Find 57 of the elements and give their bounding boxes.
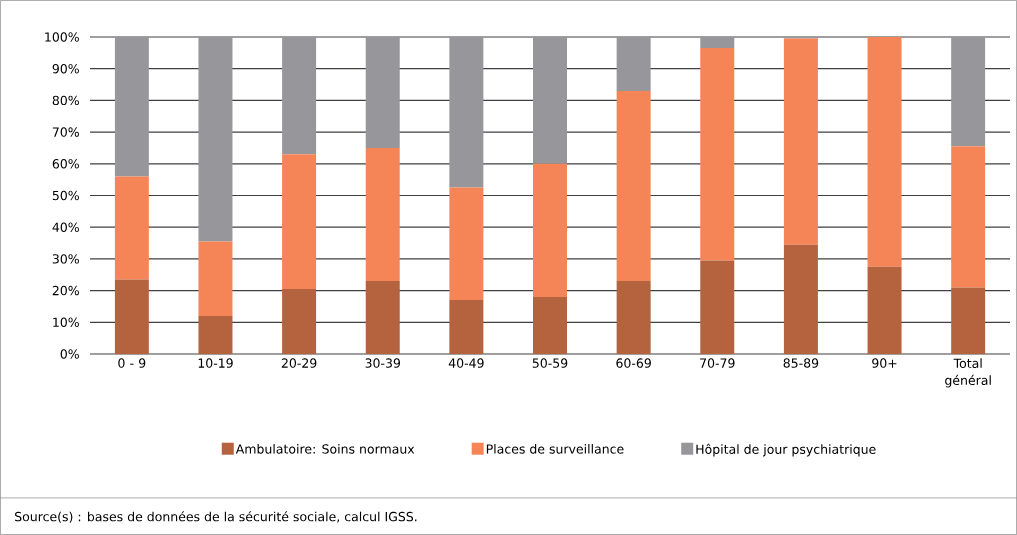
x-tick-label: 20-29 <box>281 358 317 368</box>
bar <box>365 281 400 354</box>
x-tick-label: 70-79 <box>700 358 735 368</box>
bar <box>282 289 317 354</box>
bar <box>700 36 735 49</box>
bar <box>198 241 233 316</box>
y-tick-label: 40% <box>52 222 79 232</box>
x-tick-label: 90+ <box>872 358 897 368</box>
bar <box>783 38 818 245</box>
bar <box>114 176 149 280</box>
bar <box>282 36 317 155</box>
bar <box>951 287 986 354</box>
bar <box>616 281 651 354</box>
x-tick-label: 10-19 <box>198 358 233 368</box>
bar <box>533 36 568 164</box>
y-tick-label: 10% <box>53 317 79 328</box>
bar <box>449 36 484 188</box>
x-tick-label: 60-69 <box>616 358 651 368</box>
y-tick-label: 80% <box>52 95 79 106</box>
bar <box>616 36 651 91</box>
x-tick-label: 30-39 <box>365 358 401 368</box>
bar <box>449 187 484 301</box>
y-tick-label: 60% <box>52 159 79 169</box>
y-tick-label: 100% <box>45 32 79 42</box>
bar <box>867 36 902 267</box>
x-tick-label: 50-59 <box>532 358 568 368</box>
bar <box>198 315 233 354</box>
bar <box>533 163 568 297</box>
y-tick-label: 70% <box>52 127 79 137</box>
bar <box>533 296 568 354</box>
bar <box>867 266 902 354</box>
bar <box>365 147 400 282</box>
bar <box>616 90 651 282</box>
legend-label: Places de surveillance <box>486 444 624 454</box>
x-tick-label: Total général <box>945 358 991 388</box>
bar <box>114 36 149 177</box>
bar <box>700 260 735 354</box>
bar <box>951 36 986 147</box>
source-note: Source(s) : bases de données de la sécurité sociale, calcul IGSS. <box>15 511 417 523</box>
y-tick-label: 90% <box>52 63 79 74</box>
x-tick-label: 40-49 <box>448 358 484 368</box>
y-tick-label: 30% <box>52 254 79 264</box>
bar <box>449 300 484 354</box>
legend-label: Ambulatoire: Soins normaux <box>235 444 415 454</box>
y-tick-label: 20% <box>52 285 79 296</box>
bar <box>114 279 149 354</box>
x-tick-label: 85-89 <box>783 358 819 368</box>
y-tick-label: 0% <box>60 349 79 359</box>
y-tick-label: 50% <box>52 190 79 201</box>
bar <box>951 146 986 288</box>
bar <box>365 36 400 148</box>
bar <box>700 48 735 261</box>
x-tick-label: 0 - 9 <box>118 358 146 368</box>
bar <box>282 154 317 290</box>
bar <box>198 36 233 242</box>
legend-label: Hôpital de jour psychiatrique <box>696 443 876 457</box>
bar <box>783 244 818 354</box>
